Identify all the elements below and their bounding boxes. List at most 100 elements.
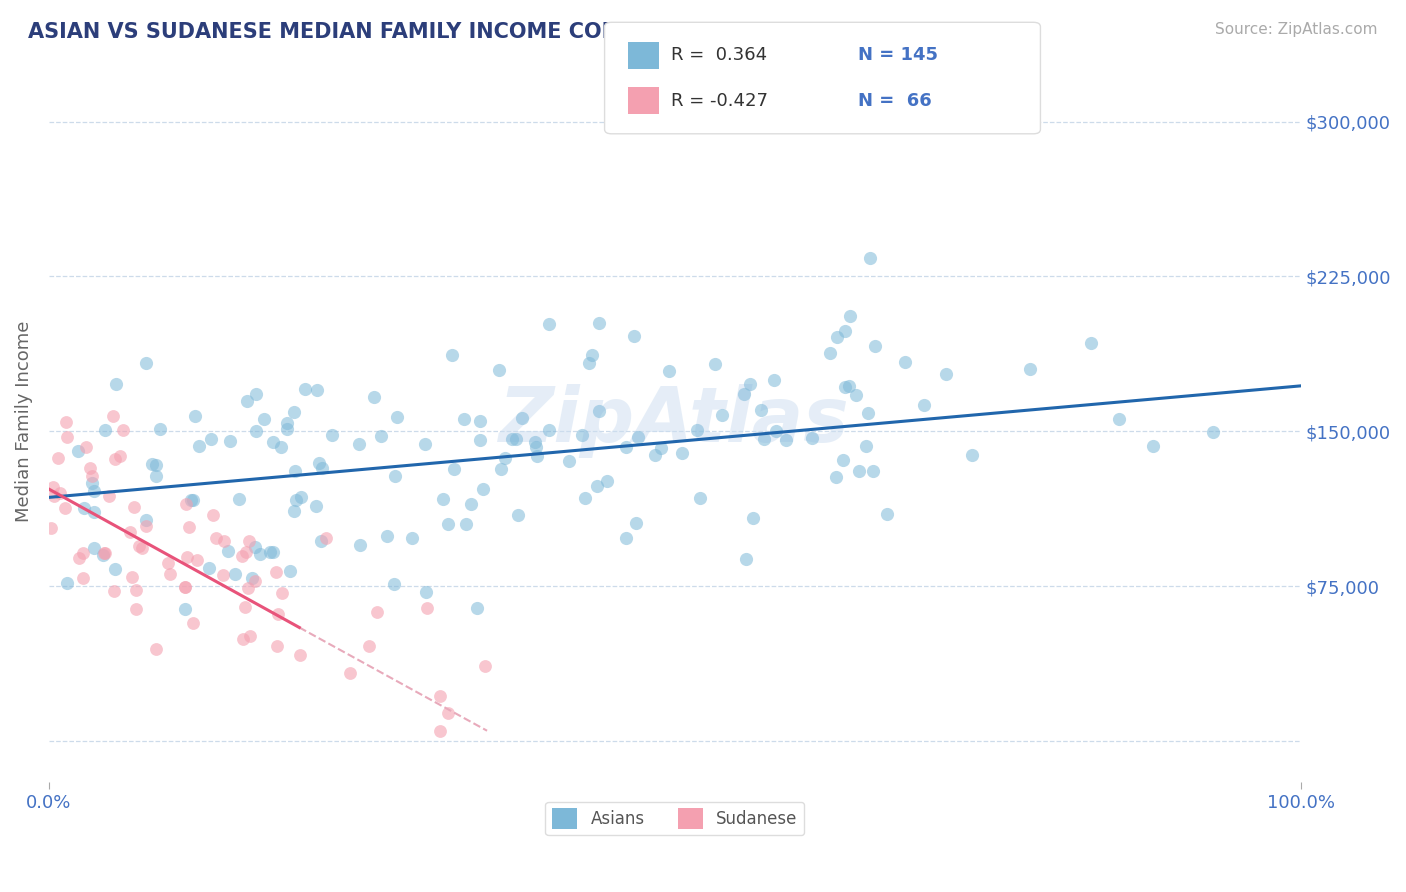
Point [742, 511, 765, 525]
Point [537, 317, 560, 331]
Point [276, 422, 298, 436]
Point [290, 490, 312, 504]
Point [844, 388, 866, 402]
Point [443, 462, 465, 476]
Point [838, 310, 860, 324]
Point [858, 252, 880, 266]
Point [523, 435, 546, 450]
Point [83, 483, 105, 498]
Point [465, 600, 488, 615]
Point [177, 519, 200, 533]
Point [581, 348, 603, 362]
Point [1142, 439, 1164, 453]
Point [122, 500, 145, 515]
Point [429, 689, 451, 703]
Point [506, 508, 529, 522]
Point [202, 508, 225, 522]
Point [49, 485, 72, 500]
Point [174, 580, 197, 594]
Point [174, 580, 197, 594]
Point [46, 450, 69, 465]
Point [832, 452, 855, 467]
Point [468, 413, 491, 427]
Point [135, 356, 157, 370]
Point [111, 423, 134, 437]
Point [75, 440, 97, 454]
Point [733, 387, 755, 401]
Point [686, 423, 709, 437]
Point [704, 357, 727, 371]
Point [198, 561, 221, 575]
Point [79, 460, 101, 475]
Point [614, 531, 637, 545]
Point [53, 500, 76, 515]
Point [188, 439, 211, 453]
Point [72, 546, 94, 560]
Point [818, 346, 841, 360]
Point [305, 383, 328, 397]
Point [375, 529, 398, 543]
Point [83, 505, 105, 519]
Text: N =  66: N = 66 [858, 92, 931, 110]
Point [384, 469, 406, 483]
Point [454, 517, 477, 532]
Point [526, 440, 548, 454]
Point [460, 497, 482, 511]
Point [236, 393, 259, 408]
Point [270, 440, 292, 454]
Point [387, 410, 409, 425]
Point [825, 470, 848, 484]
Point [157, 556, 180, 570]
Point [240, 571, 263, 585]
Point [489, 462, 512, 476]
Point [382, 577, 405, 591]
Point [278, 565, 301, 579]
Text: Source: ZipAtlas.com: Source: ZipAtlas.com [1215, 22, 1378, 37]
Point [488, 363, 510, 377]
Point [245, 387, 267, 401]
Point [437, 517, 460, 532]
Point [176, 550, 198, 565]
Point [128, 539, 150, 553]
Point [321, 427, 343, 442]
Point [834, 380, 856, 394]
Point [586, 479, 609, 493]
Y-axis label: Median Family Income: Median Family Income [15, 320, 32, 522]
Point [574, 491, 596, 506]
Point [752, 432, 775, 446]
Point [174, 497, 197, 511]
Point [224, 567, 246, 582]
Point [749, 403, 772, 417]
Point [236, 582, 259, 596]
Point [644, 448, 666, 462]
Point [472, 482, 495, 496]
Point [276, 416, 298, 430]
Point [827, 330, 849, 344]
Point [614, 440, 637, 454]
Point [245, 424, 267, 438]
Point [55, 430, 77, 444]
Point [93, 546, 115, 560]
Point [264, 565, 287, 579]
Point [145, 469, 167, 483]
Point [801, 431, 824, 445]
Point [233, 600, 256, 615]
Point [94, 423, 117, 437]
Point [624, 516, 647, 531]
Point [283, 405, 305, 419]
Point [73, 501, 96, 516]
Point [44, 489, 66, 503]
Text: ASIAN VS SUDANESE MEDIAN FAMILY INCOME CORRELATION CHART: ASIAN VS SUDANESE MEDIAN FAMILY INCOME C… [28, 22, 818, 42]
Legend: Asians, Sudanese: Asians, Sudanese [546, 802, 804, 836]
Point [283, 504, 305, 518]
Point [56, 576, 79, 591]
Point [1202, 425, 1225, 440]
Point [118, 524, 141, 539]
Point [288, 648, 311, 663]
Point [83, 541, 105, 556]
Point [228, 492, 250, 507]
Point [235, 545, 257, 559]
Point [69, 551, 91, 566]
Point [82, 469, 104, 483]
Point [501, 432, 523, 446]
